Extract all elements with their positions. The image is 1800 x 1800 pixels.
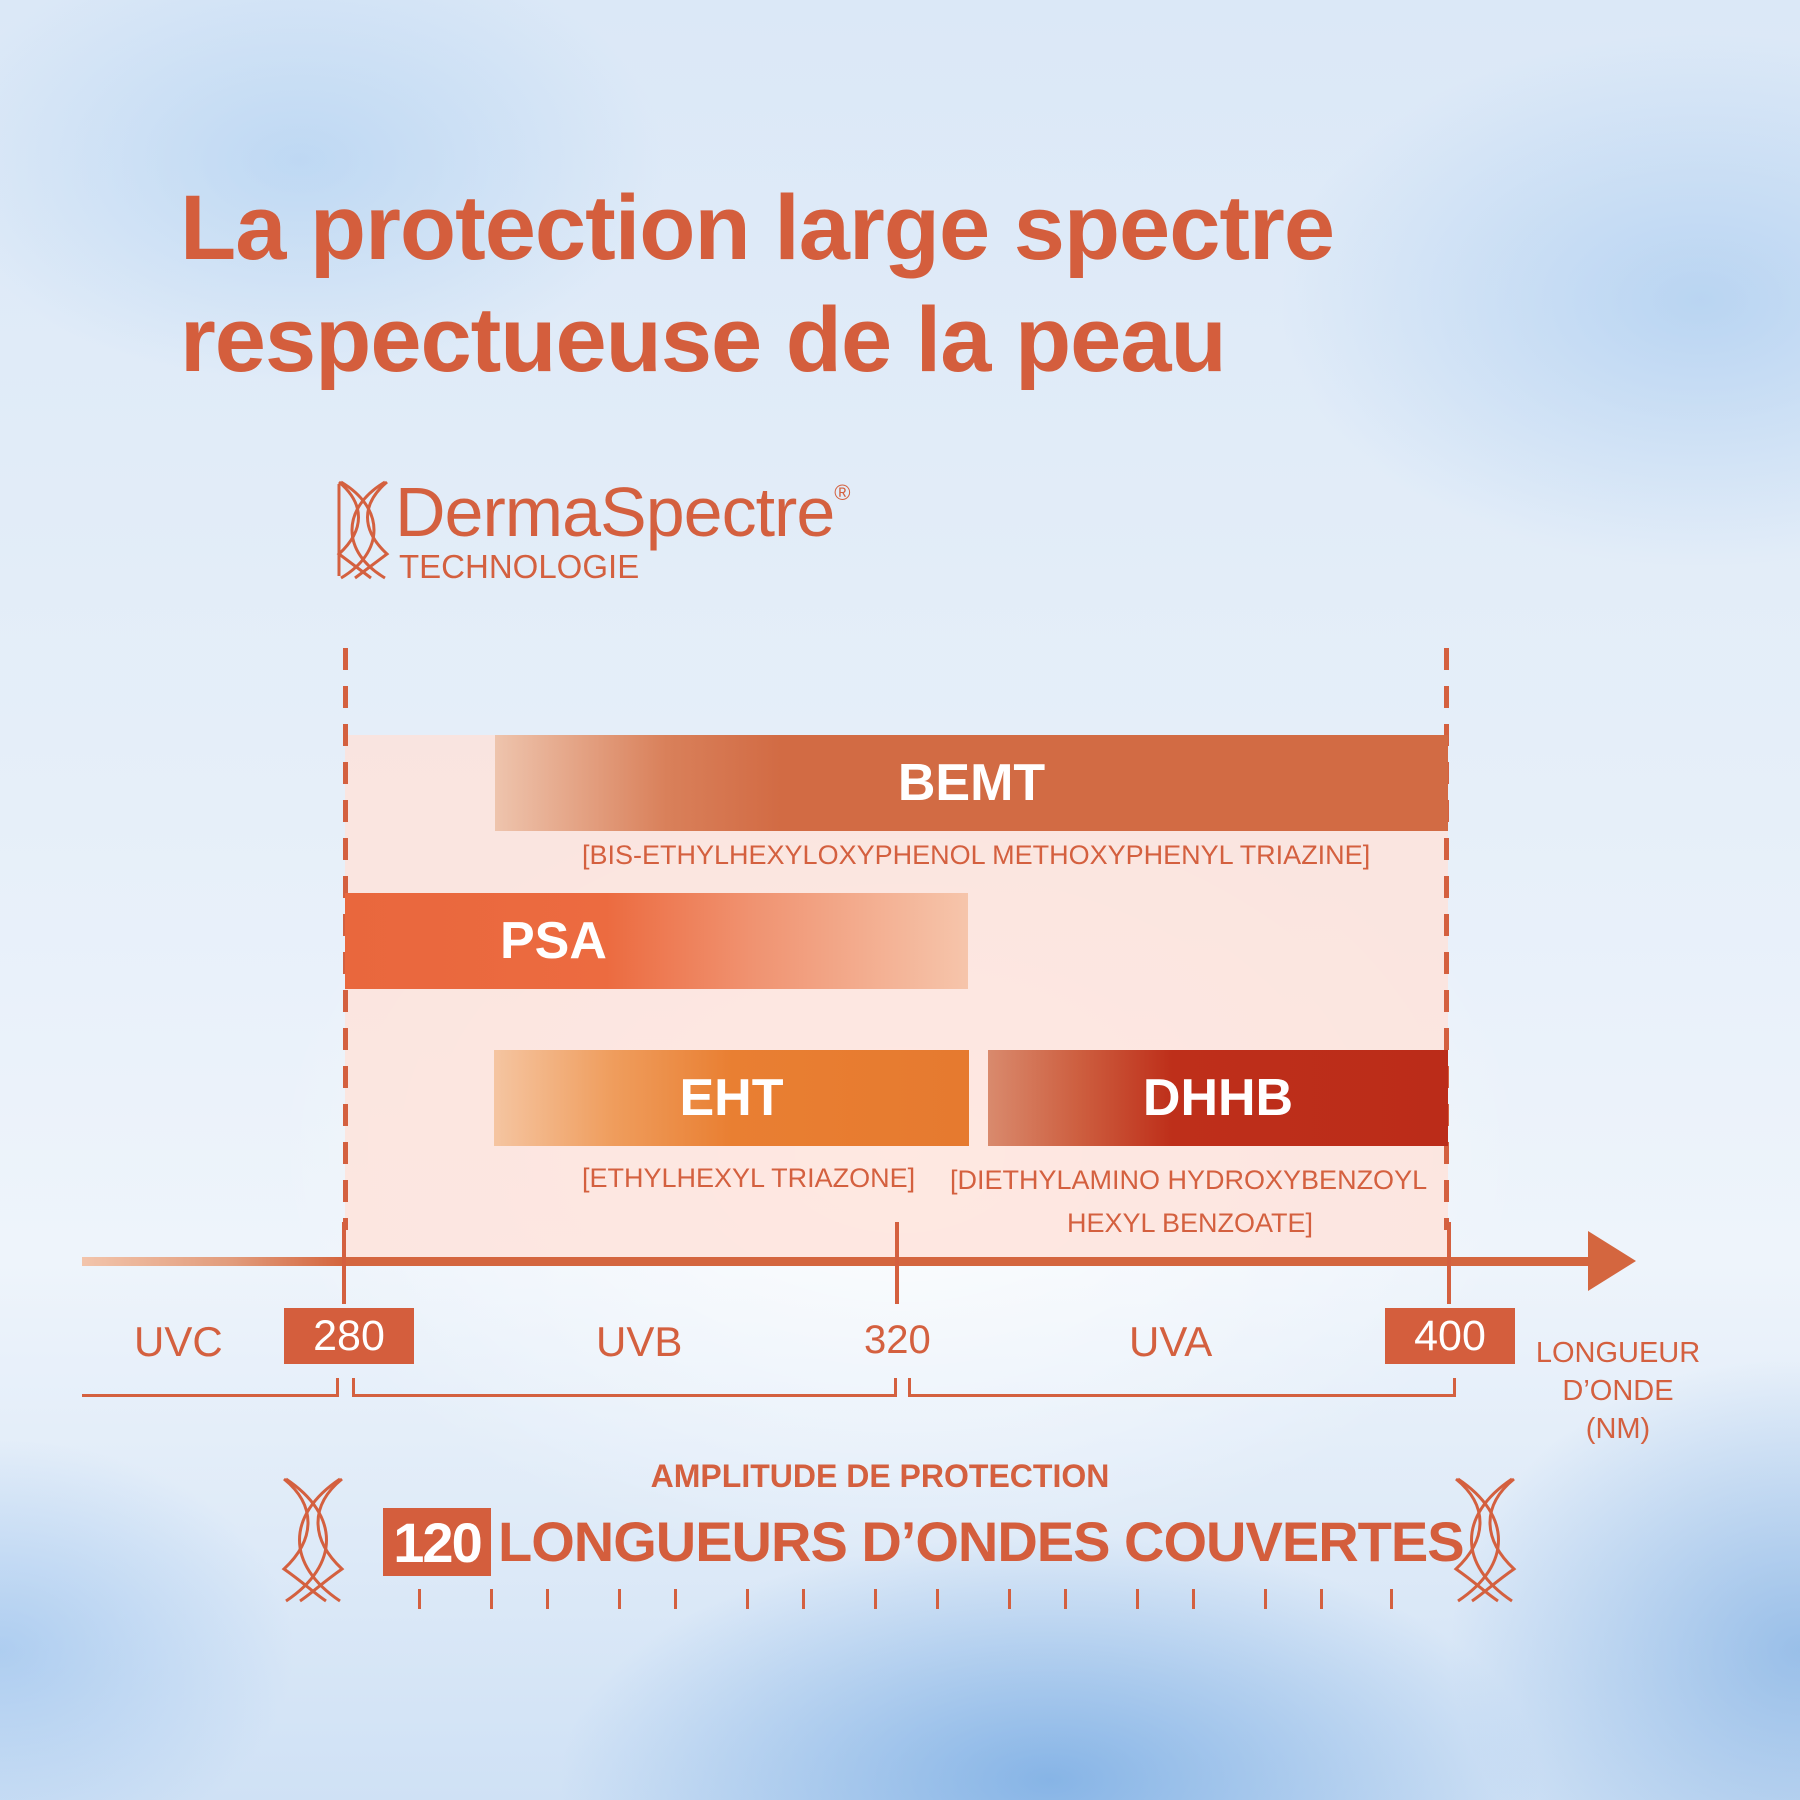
ruler-tick	[546, 1589, 549, 1609]
bemt-full-name: [BIS-ETHYLHEXYLOXYPHENOL METHOXYPHENYL T…	[582, 840, 1371, 870]
dermaspectre-logo: DermaSpectre® TECHNOLOGIE	[335, 473, 955, 588]
ruler-tick	[1192, 1589, 1195, 1609]
wave-mesh-icon-right	[1453, 1477, 1517, 1603]
tick-label-400: 400	[1385, 1308, 1515, 1364]
bar-psa: PSA	[345, 893, 968, 989]
eht-full-name: [ETHYLHEXYL TRIAZONE]	[582, 1163, 916, 1193]
title-line-2: respectueuse de la peau	[180, 289, 1227, 391]
ruler-tick	[1320, 1589, 1323, 1609]
dhhb-full-name-line2: HEXYL BENZOATE]	[1067, 1208, 1314, 1238]
ruler-tick	[1136, 1589, 1139, 1609]
bar-label: EHT	[679, 1069, 784, 1127]
ruler-tick	[1008, 1589, 1011, 1609]
bar-dhhb: DHHB	[988, 1050, 1448, 1146]
ruler-tick	[618, 1589, 621, 1609]
bracket-end	[894, 1378, 897, 1396]
logo-subtitle: TECHNOLOGIE	[399, 548, 640, 585]
bracket-end	[908, 1378, 911, 1396]
boundary-400-dashed	[1444, 648, 1449, 1230]
page-title: La protection large spectre respectueuse…	[180, 172, 1630, 396]
registered-mark: ®	[834, 480, 850, 505]
bracket-uvc	[82, 1394, 339, 1397]
bracket-end	[336, 1378, 339, 1396]
ruler-tick	[936, 1589, 939, 1609]
axis-unit-label: LONGUEUR D’ONDE (NM)	[1535, 1337, 1701, 1445]
wavelength-count: 120	[383, 1508, 491, 1576]
bracket-uva	[908, 1394, 1456, 1397]
bar-bemt: BEMT	[495, 735, 1448, 831]
bar-label: PSA	[500, 912, 607, 970]
ruler-tick	[418, 1589, 421, 1609]
bracket-uvb	[352, 1394, 897, 1397]
amplitude-label: AMPLITUDE DE PROTECTION	[650, 1458, 1110, 1494]
ruler-tick	[674, 1589, 677, 1609]
bracket-end	[1453, 1378, 1456, 1396]
region-uvb: UVB	[596, 1318, 683, 1365]
region-uvc: UVC	[134, 1318, 223, 1365]
ruler-tick	[874, 1589, 877, 1609]
ruler-tick	[1390, 1589, 1393, 1609]
logo-brand: DermaSpectre®	[395, 473, 851, 551]
wave-mesh-icon	[336, 480, 390, 580]
ruler-tick	[1064, 1589, 1067, 1609]
ruler-tick	[746, 1589, 749, 1609]
bar-label: BEMT	[897, 754, 1046, 812]
ruler-tick	[802, 1589, 805, 1609]
ruler-tick	[490, 1589, 493, 1609]
wavelength-count-text: LONGUEURS D’ONDES COUVERTES	[498, 1510, 1465, 1573]
title-line-1: La protection large spectre	[180, 177, 1335, 279]
wave-mesh-icon-left	[281, 1477, 345, 1603]
tick-label-280: 280	[284, 1308, 414, 1364]
tick-320	[895, 1222, 899, 1304]
tick-label-320: 320	[864, 1318, 931, 1362]
ruler-tick	[1264, 1589, 1267, 1609]
axis-arrow-icon	[1588, 1231, 1636, 1291]
bracket-end	[352, 1378, 355, 1396]
bar-eht: EHT	[494, 1050, 969, 1146]
tick-400	[1447, 1222, 1451, 1304]
bar-label: DHHB	[1142, 1069, 1294, 1127]
region-uva: UVA	[1129, 1318, 1213, 1365]
wavelength-axis	[82, 1257, 1602, 1266]
dhhb-full-name-line1: [DIETHYLAMINO HYDROXYBENZOYL	[950, 1165, 1428, 1195]
tick-280	[342, 1222, 346, 1304]
